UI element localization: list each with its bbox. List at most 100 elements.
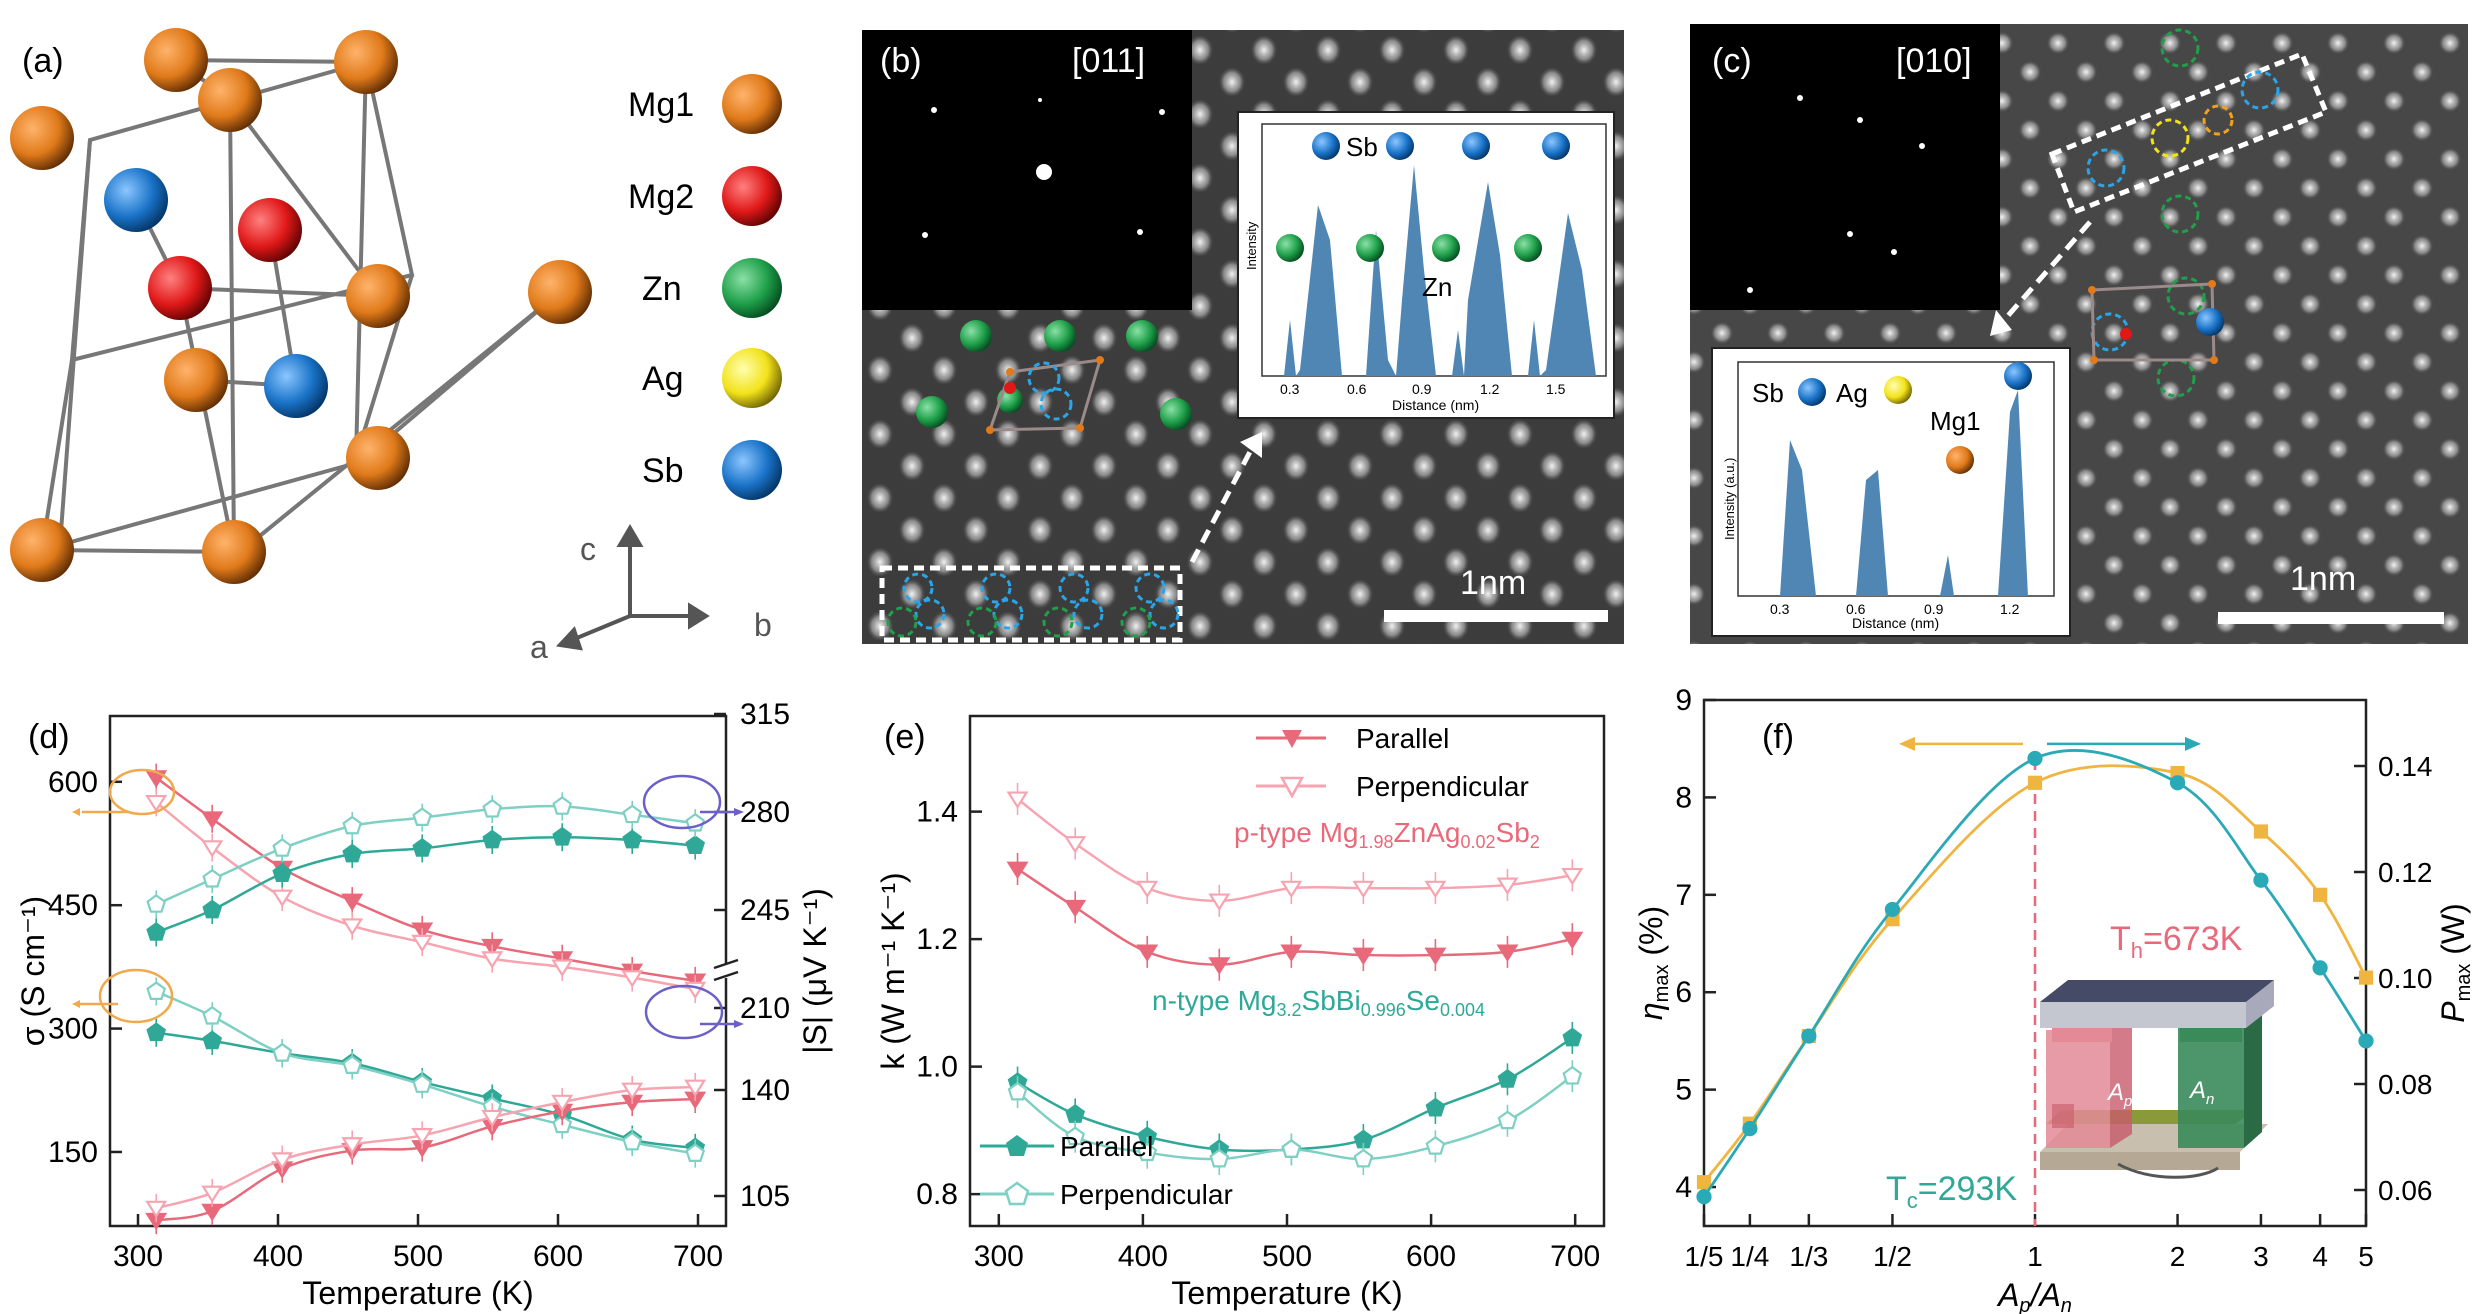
data-point — [146, 922, 167, 941]
x-tick-label: 3 — [2253, 1241, 2269, 1272]
inset-c-tick: 1.2 — [2000, 601, 2020, 617]
data-point — [341, 1137, 364, 1155]
data-point — [271, 889, 294, 908]
data-point — [1006, 861, 1029, 880]
data-point — [482, 798, 503, 818]
data-point — [2358, 970, 2374, 985]
data-point — [411, 1128, 434, 1146]
inset-b-ylabel: Intensity — [1244, 221, 1259, 270]
x-tick-label: 700 — [1550, 1240, 1600, 1273]
annotation-n: n-type Mg3.2SbBi0.996Se0.004 — [1152, 985, 1485, 1020]
inset-c-tick: 0.6 — [1846, 601, 1866, 617]
series-line — [155, 776, 696, 983]
legend-mg1: Mg1 — [628, 86, 694, 124]
inset-c-atoms: Sb Ag Mg1 — [1752, 362, 2032, 474]
inset-b-xlabel: Distance (nm) — [1392, 397, 1479, 413]
x-tick-label: 400 — [253, 1240, 303, 1273]
diffraction-pattern-c — [1690, 24, 2000, 310]
y2-tick-label: 245 — [740, 894, 790, 927]
legend-mg2: Mg2 — [628, 178, 694, 216]
series-f — [1696, 749, 2374, 1205]
y-tick-label: 8 — [1675, 781, 1692, 814]
data-point — [1136, 944, 1159, 963]
inset-b-tick: 1.2 — [1480, 381, 1500, 397]
y-tick-label: 5 — [1675, 1074, 1692, 1107]
series-e — [1006, 782, 1584, 1176]
panel-c: (c) [010] Intensity (a.u.) 0.3 0.6 0.9 — [1690, 24, 2468, 644]
annotation-p: p-type Mg1.98ZnAg0.02Sb2 — [1234, 817, 1540, 852]
overlay-atoms-b — [916, 320, 1192, 434]
x-tick-label: 600 — [1406, 1240, 1456, 1273]
inset-b-tick: 1.5 — [1546, 381, 1566, 397]
x-tick-label: 500 — [393, 1240, 443, 1273]
data-point — [1496, 944, 1519, 963]
data-point — [146, 981, 167, 1000]
data-point — [1742, 1120, 1758, 1137]
x-tick-label: 5 — [2358, 1241, 2374, 1272]
data-point — [341, 918, 364, 936]
data-point — [685, 1143, 706, 1162]
data-point — [272, 838, 293, 857]
data-point — [551, 959, 574, 978]
data-point — [621, 1082, 644, 1101]
data-point — [1561, 931, 1584, 950]
y-tick-label: 600 — [48, 766, 98, 799]
data-point — [1280, 944, 1303, 963]
data-point — [1424, 947, 1447, 966]
data-point — [201, 1203, 224, 1222]
x-tick-label: 400 — [1118, 1240, 1168, 1273]
legend-n-perpendicular: Perpendicular — [1060, 1179, 1233, 1210]
legend-p-e: Parallel Perpendicular — [1256, 723, 1529, 802]
inset-c-ylabel: Intensity (a.u.) — [1722, 458, 1737, 540]
data-point — [1065, 1126, 1086, 1146]
panel-f: (f) 1/5 1/4 1/3 1/2 1 2 3 4 54567890.060.080.100… — [1633, 684, 2475, 1314]
data-point — [272, 1042, 293, 1062]
data-point — [145, 794, 168, 813]
y2-tick-label: 315 — [740, 698, 790, 731]
x-tick-label: 1 — [2027, 1241, 2043, 1272]
data-point — [2313, 887, 2328, 902]
data-point — [412, 838, 433, 857]
inset-c-ag-label: Ag — [1836, 378, 1868, 408]
y2-tick-label: 280 — [740, 796, 790, 829]
data-point — [201, 811, 224, 829]
axis-break-d — [713, 958, 739, 982]
x-tick-label: 1/3 — [1789, 1241, 1828, 1272]
svg-text:n-type Mg3.2SbBi0.996Se0.004: n-type Mg3.2SbBi0.996Se0.004 — [1152, 985, 1485, 1020]
data-point — [551, 1094, 574, 1113]
legend-zn: Zn — [642, 270, 682, 308]
inset-b-sb-label: Sb — [1346, 132, 1378, 162]
data-point — [482, 829, 503, 849]
x-tick-label: 1/4 — [1730, 1241, 1769, 1272]
data-point — [1136, 880, 1159, 899]
data-point — [342, 815, 363, 835]
data-point — [272, 863, 293, 882]
inset-b-tick: 0.9 — [1412, 381, 1432, 397]
data-point — [342, 843, 363, 863]
axes-e: 300 400 500 600 700 0.8 1.0 1.2 1.4 Temperature (… — [875, 796, 1600, 1311]
panel-a-label: (a) — [22, 42, 64, 80]
data-point — [1353, 1148, 1374, 1168]
data-point — [1209, 1148, 1230, 1168]
y-tick-label: 4 — [1675, 1171, 1692, 1204]
inset-c-mg1-label: Mg1 — [1930, 406, 1981, 436]
data-point — [2253, 824, 2269, 839]
data-point — [145, 1200, 168, 1219]
x-axis-label: Ap/An — [1996, 1277, 2072, 1314]
data-point — [202, 868, 223, 888]
data-point — [1425, 1135, 1446, 1155]
data-point — [621, 970, 644, 988]
data-point — [1208, 893, 1231, 912]
y2-tick-label: 0.06 — [2378, 1175, 2433, 1206]
data-point — [1497, 1069, 1518, 1088]
axes-d: 300 400 500 600 700 150 300 450 600 105 140 210 245 2… — [15, 698, 833, 1311]
y-tick-label: 1.2 — [916, 923, 958, 956]
panel-f-label: (f) — [1762, 718, 1794, 756]
data-point — [481, 951, 504, 969]
data-point — [412, 807, 433, 826]
y-tick-label: 150 — [48, 1136, 98, 1169]
data-point — [2312, 960, 2328, 976]
x-axis-label: Temperature (K) — [1171, 1275, 1402, 1311]
axes-f: 1/5 1/4 1/3 1/2 1 2 3 4 54567890.060.080.100.120… — [1633, 684, 2475, 1314]
